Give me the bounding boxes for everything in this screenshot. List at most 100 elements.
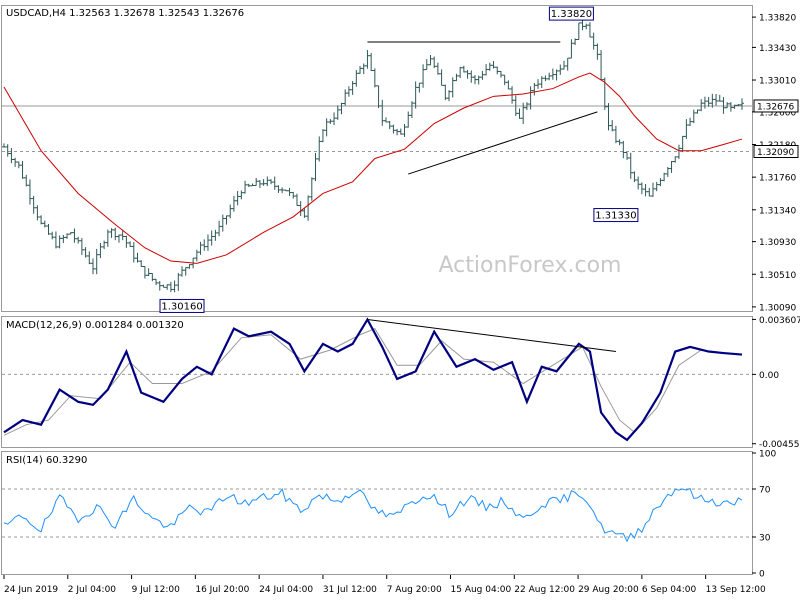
macd-tick-label: 0.00 <box>759 371 779 381</box>
ohlc-bar <box>280 187 285 194</box>
price-panel-frame <box>1 5 753 312</box>
ohlc-bar <box>309 177 314 201</box>
ohlc-bar <box>561 60 566 70</box>
ohlc-bar <box>454 73 459 82</box>
ohlc-bar <box>283 189 288 192</box>
ohlc-bar <box>625 151 630 160</box>
ohlc-bar <box>421 64 426 88</box>
ohlc-bar <box>250 183 255 187</box>
ohlc-bar <box>231 195 236 212</box>
ohlc-bar <box>124 235 129 248</box>
ohlc-bar <box>565 57 570 71</box>
ohlc-bar <box>346 86 351 97</box>
ohlc-bar <box>424 59 429 71</box>
ohlc-bar <box>710 93 715 108</box>
rsi-panel-frame <box>1 451 753 575</box>
ohlc-bar <box>628 152 633 179</box>
ohlc-bar <box>532 82 537 96</box>
price-tick-label: 1.30930 <box>759 238 796 248</box>
ohlc-bar <box>387 120 392 130</box>
ohlc-bar <box>16 161 21 169</box>
x-tick-label: 2 Jul 04:00 <box>68 585 117 595</box>
ohlc-bar <box>102 240 107 250</box>
ohlc-bar <box>476 75 481 85</box>
ohlc-bar <box>539 76 544 89</box>
ohlc-bar <box>176 272 181 291</box>
ohlc-bar <box>554 69 559 81</box>
x-tick-label: 9 Jul 12:00 <box>132 585 181 595</box>
ohlc-bar <box>547 72 552 81</box>
ohlc-bar <box>506 80 511 90</box>
watermark: ActionForex.com <box>439 253 622 278</box>
ohlc-bar <box>435 62 440 75</box>
ohlc-bar <box>358 65 363 74</box>
ohlc-bar <box>369 52 374 72</box>
ohlc-bar <box>461 65 466 73</box>
ohlc-bar <box>736 104 741 107</box>
ohlc-bar <box>339 102 344 115</box>
macd-trendline <box>367 319 616 353</box>
ohlc-bar <box>636 176 641 190</box>
ohlc-bar <box>610 120 615 132</box>
ohlc-bar <box>183 267 188 276</box>
ohlc-bar <box>194 249 199 262</box>
ohlc-bar <box>254 177 259 186</box>
ohlc-bar <box>487 62 492 71</box>
price-tick-label: 1.33430 <box>759 44 796 54</box>
ohlc-bar <box>432 56 437 69</box>
ohlc-bar <box>5 144 10 157</box>
ohlc-bar <box>68 232 73 235</box>
ohlc-bar <box>725 102 730 109</box>
ohlc-bar <box>83 247 88 258</box>
price-annotation: 1.31330 <box>595 211 636 222</box>
ohlc-bar <box>599 49 604 81</box>
ohlc-bar <box>224 215 229 225</box>
ohlc-bar <box>53 231 58 249</box>
ohlc-bar <box>714 94 719 106</box>
ohlc-bar <box>228 204 233 219</box>
ohlc-bar <box>109 228 114 238</box>
ohlc-bar <box>680 135 685 153</box>
ohlc-bar <box>699 99 704 112</box>
ohlc-bar <box>391 124 396 134</box>
ohlc-bar <box>684 119 689 139</box>
ohlc-bar <box>27 179 32 205</box>
ohlc-bar <box>328 119 333 124</box>
ohlc-bar <box>135 252 140 263</box>
rsi-panel-title: RSI(14) 60.3290 <box>6 455 87 466</box>
ohlc-bar <box>587 22 592 38</box>
ohlc-bar <box>676 144 681 159</box>
ohlc-bar <box>528 86 533 110</box>
ohlc-bar <box>521 102 526 125</box>
ohlc-bar <box>94 248 99 275</box>
ohlc-bar <box>621 140 626 159</box>
ohlc-bar <box>458 66 463 78</box>
ohlc-bar <box>39 215 44 225</box>
ohlc-bar <box>317 136 322 162</box>
ohlc-bar <box>57 235 62 249</box>
price-tick-label: 1.32600 <box>759 108 796 118</box>
x-tick-label: 31 Jul 12:00 <box>323 585 377 595</box>
ohlc-bar <box>320 129 325 143</box>
price-annotation: 1.30160 <box>161 301 202 312</box>
ohlc-bar <box>50 231 55 240</box>
ohlc-bar <box>406 111 411 128</box>
ohlc-bar <box>498 70 503 78</box>
ohlc-bar <box>2 143 6 148</box>
ohlc-bar <box>673 156 678 163</box>
ohlc-bar <box>213 229 218 241</box>
ohlc-bar <box>79 238 84 256</box>
ohlc-bar <box>606 103 611 131</box>
price-tick-label: 1.31340 <box>759 206 796 216</box>
ohlc-bar <box>691 109 696 124</box>
ohlc-bar <box>706 97 711 107</box>
ohlc-bar <box>335 105 340 120</box>
rsi-panel <box>2 487 752 543</box>
rsi-tick-label: 30 <box>759 534 771 544</box>
ohlc-bar <box>235 190 240 206</box>
ohlc-bar <box>558 64 563 75</box>
ohlc-bar <box>654 181 659 192</box>
x-tick-label: 22 Aug 12:00 <box>514 585 575 595</box>
ohlc-bar <box>269 179 274 185</box>
